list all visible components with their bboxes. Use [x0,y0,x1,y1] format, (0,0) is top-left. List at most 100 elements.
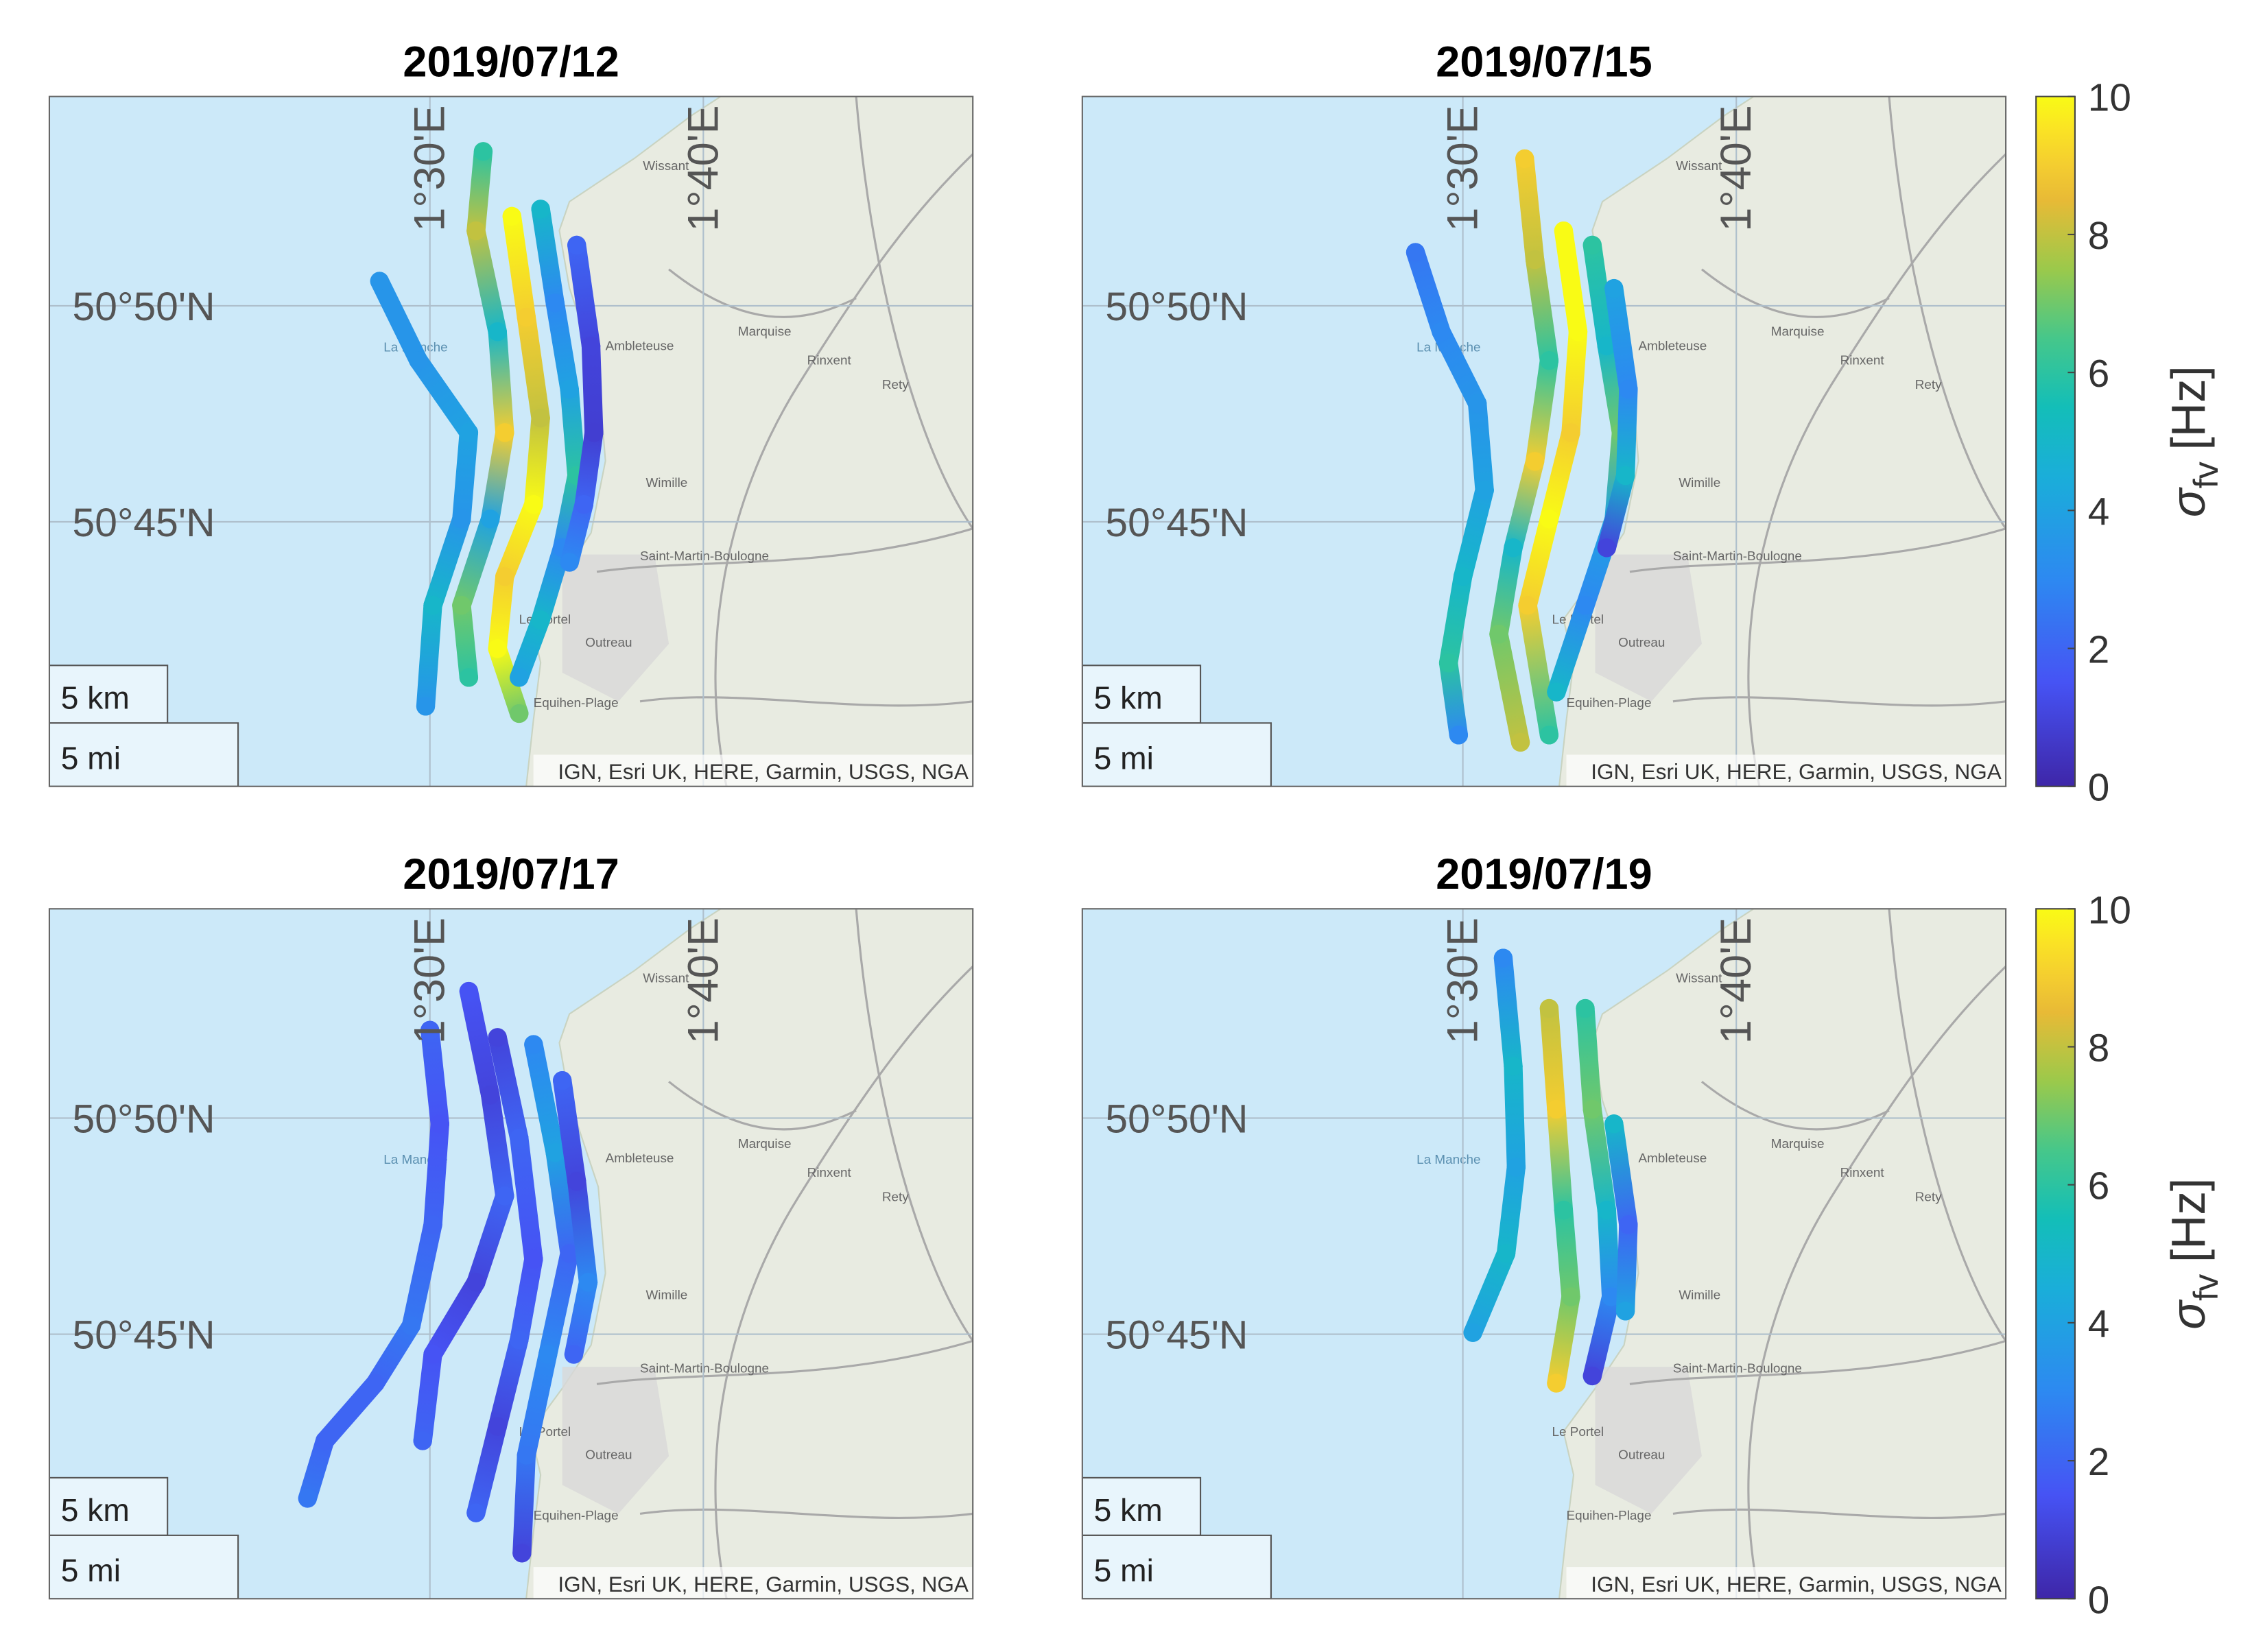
track-segment [531,200,565,313]
map-frame [1081,95,2007,787]
track-point [560,553,579,572]
track-point [409,351,428,370]
place-name: Rinxent [807,1166,852,1180]
colorbar-tick-label: 4 [2088,490,2110,534]
lon-tick-label: 1°30'E [406,918,454,1044]
track-point [466,221,486,241]
colorbar-tick-label: 0 [2088,767,2110,810]
scale-label: 5 km [61,1492,130,1528]
track-segment [423,1114,449,1234]
place-name: Rety [1915,378,1942,392]
track-point [495,1186,514,1206]
colorbar-label: σfv [Hz] [2161,1178,2225,1330]
track-segment [510,1249,543,1350]
place-name: Wimille [645,476,687,490]
track-point [459,423,479,442]
track-point [524,494,543,514]
colorbar-tick-label: 10 [2088,77,2131,120]
place-name: Saint-Martin-Boulogne [1673,1362,1802,1376]
track-segment [488,567,514,658]
track-point [581,336,601,356]
track-point [1539,998,1559,1018]
track-point [1496,1244,1516,1263]
colorbar-tick-label: 6 [2088,1165,2110,1208]
road [596,527,973,573]
scale-box [1082,722,1272,787]
track-point [1525,452,1545,471]
track-point [459,668,479,687]
track-point [1453,567,1473,586]
track-point [545,294,565,313]
attribution-bg [1566,1567,2006,1599]
place-name: Wissant [643,159,689,173]
track-segment [1547,1099,1574,1220]
lon-tick-label: 1°40'E [679,918,727,1044]
scale-label: 5 km [1094,680,1163,715]
road [855,909,973,1342]
road [1747,153,2006,787]
road [639,696,973,707]
track-point [510,1330,529,1350]
track-segment [1463,1244,1516,1342]
track-point [1525,250,1545,270]
track-segment [560,380,586,486]
track-segment [452,596,479,687]
place-name: Outreau [585,1448,632,1463]
road [855,96,973,529]
place-name: Rinxent [807,353,852,368]
track-point [488,1417,507,1436]
track-point [560,380,579,399]
track-point [538,1345,558,1364]
track-segment [1493,948,1523,1076]
track-point [1547,1374,1566,1393]
track-segment [1438,654,1469,745]
place-name: Wissant [643,971,689,985]
track-segment [545,1143,579,1263]
track-segment [560,494,593,572]
place-name: Wimille [1679,1288,1720,1302]
colorbar-tick-label: 4 [2088,1303,2110,1346]
lon-tick-label: 1°30'E [1439,105,1487,231]
track-segment [1597,1201,1621,1306]
panel-title: 2019/07/17 [403,850,619,898]
colorbar-tick-label: 10 [2088,889,2131,932]
lon-tick-label: 1°30'E [406,105,454,231]
track-point [316,1431,335,1450]
track-segment [488,1330,529,1436]
place-name: Rety [882,1190,909,1205]
track-segment [1561,322,1588,442]
place-name: Ambleteuse [1639,339,1707,353]
track-segment [1453,481,1494,586]
track-segment [1615,1215,1638,1321]
track-segment [512,1446,536,1563]
track-segment [466,142,493,241]
track-segment [1525,250,1559,370]
track-point [459,981,479,1001]
track-point [1468,394,1487,414]
place-name: Marquise [1771,1137,1825,1151]
track-point [1432,322,1451,342]
track-point [423,1345,442,1364]
track-segment [1406,243,1451,342]
scale-label: 5 km [61,680,130,715]
track-segment [1489,625,1530,752]
track-segment [488,1028,529,1148]
track-point [1547,682,1566,702]
track-point [366,1374,385,1393]
place-name: Marquise [738,324,792,339]
colorbar-tick-label: 0 [2088,1579,2110,1622]
scale-label: 5 mi [61,1553,121,1588]
road [1700,268,1890,318]
track-segment [413,1345,442,1450]
place-name: Rety [1915,1190,1942,1205]
scale-label: 5 mi [1094,741,1154,776]
track-segment [459,981,500,1105]
track-point [1554,1201,1574,1220]
track-segment [1576,998,1602,1119]
place-name: Wissant [1676,971,1722,985]
colorbar-ramp [2035,95,2076,787]
place-name: Equihen-Plage [1567,1509,1652,1523]
track-point [1504,538,1523,558]
track-segment [574,423,604,514]
